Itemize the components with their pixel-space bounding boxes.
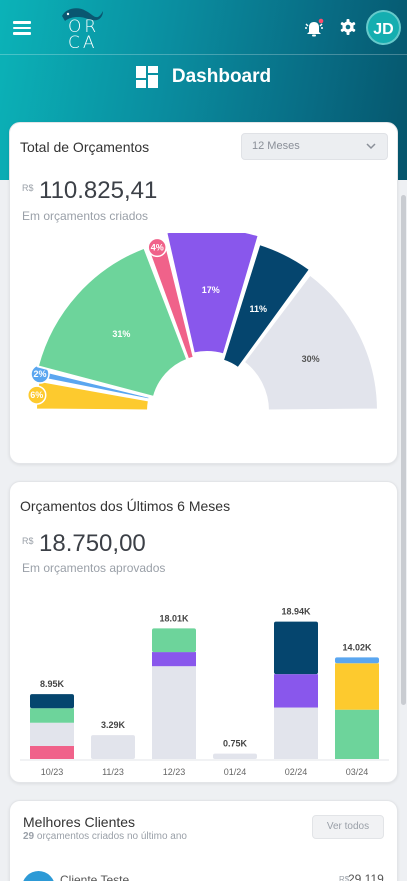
chevron-down-icon [366,143,376,150]
donut-slice-label: 6% [30,390,43,400]
bar-segment[interactable] [274,621,318,675]
logo-text-bottom: CA [68,33,98,53]
card-title: Total de Orçamentos [20,139,150,155]
bar-segment[interactable] [30,745,74,759]
client-currency: R$ [339,875,350,881]
donut-slice-label: 4% [151,242,164,252]
donut-slice-label: 2% [34,369,47,379]
page-title-bar: Dashboard [0,66,407,96]
donut-label-bubble [26,385,47,405]
x-tick-label: 01/24 [224,767,247,777]
months-subtitle: Em orçamentos aprovados [22,561,166,575]
donut-slice-label: 30% [302,354,320,364]
bar-segment[interactable] [30,694,74,709]
bar-segment[interactable] [152,628,196,653]
bar-segment[interactable] [274,674,318,708]
menu-icon[interactable] [13,19,33,35]
x-tick-label: 10/23 [41,767,64,777]
currency-label: R$ [22,183,34,193]
donut-slice-label: 11% [250,304,268,314]
card-title: Orçamentos dos Últimos 6 Meses [20,498,231,514]
total-budgets-card: Total de Orçamentos 12 Meses R$ 110.825,… [9,122,398,464]
bar-total-label: 18.94K [281,607,311,617]
budget-semi-donut-chart: 6% 2% 31% 4% 17% 11% 30% [26,233,379,412]
bar-segment[interactable] [335,709,379,759]
total-subtitle: Em orçamentos criados [22,209,149,223]
page-scrollbar[interactable] [401,195,406,705]
donut-slice[interactable] [242,273,379,412]
gear-icon[interactable] [338,17,358,37]
period-select[interactable]: 12 Meses [241,133,388,160]
bar-total-label: 3.29K [101,720,126,730]
bar-segment[interactable] [152,652,196,667]
client-avatar [22,871,55,881]
logo-text-top: OR [68,17,100,37]
see-all-button[interactable]: Ver todos [312,815,384,839]
donut-slice-label: 17% [202,285,220,295]
x-tick-label: 12/23 [163,767,186,777]
bar-total-label: 18.01K [159,613,189,623]
x-tick-label: 03/24 [346,767,369,777]
x-tick-label: 02/24 [285,767,308,777]
bar-segment[interactable] [91,735,135,759]
donut-slice-label: 31% [112,329,130,339]
client-name[interactable]: Cliente Teste [60,873,130,881]
period-select-value: 12 Meses [252,140,300,152]
bar-segment[interactable] [213,753,257,759]
bar-total-label: 0.75K [223,739,248,749]
monthly-stacked-bar-chart: 8.95K 10/23 3.29K 11/23 18.01K 12/23 0.75K 01/2… [20,607,389,777]
donut-slice[interactable] [165,233,260,356]
user-avatar[interactable]: JD [366,10,401,45]
bar-segment[interactable] [152,666,196,759]
bar-total-label: 14.02K [342,642,372,652]
orca-logo[interactable]: OR CA [56,4,106,53]
bar-total-label: 8.95K [40,679,65,689]
bar-segment[interactable] [30,708,74,723]
bar-segment[interactable] [335,657,379,664]
dashboard-grid-icon [135,66,158,88]
bar-segment[interactable] [274,707,318,759]
donut-slice[interactable] [221,243,311,370]
bar-segment[interactable] [335,663,379,710]
whale-logo-icon [62,8,103,21]
page-title: Dashboard [171,66,272,87]
card-title: Melhores Clientes [23,814,136,830]
donut-slice[interactable] [36,246,189,398]
bar-segment[interactable] [30,722,74,746]
donut-label-bubble [147,237,167,258]
last-months-card: Orçamentos dos Últimos 6 Meses R$ 18.750… [9,481,398,783]
clients-subtitle-text: orçamentos criados no último ano [34,831,187,842]
months-amount: 18.750,00 [39,530,146,557]
top-bar: OR CA JD [0,0,407,55]
clients-count: 29 [23,831,35,842]
clients-subtitle: 29 orçamentos criados no último ano [23,831,187,842]
best-clients-card: Melhores Clientes 29 orçamentos criados … [9,800,398,881]
x-tick-label: 11/23 [102,767,124,777]
total-amount: 110.825,41 [39,177,158,204]
alarm-bell-icon[interactable] [303,17,325,39]
client-value: 29.119 [348,872,384,881]
currency-label: R$ [22,536,34,546]
